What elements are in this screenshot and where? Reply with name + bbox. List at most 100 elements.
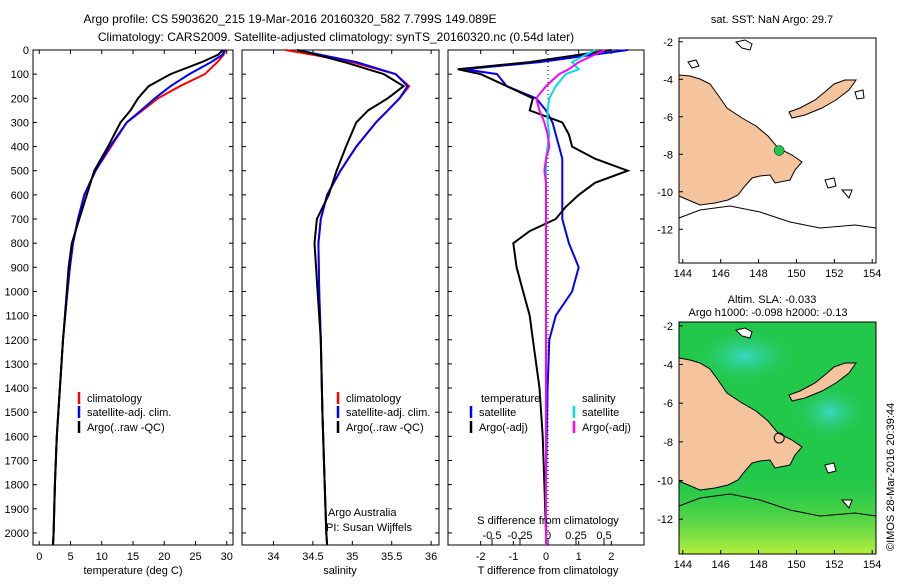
argo-location-marker	[773, 145, 785, 156]
sla-map: Altim. SLA: -0.033 Argo h1000: -0.098 h2…	[657, 294, 881, 571]
australia-coast	[678, 205, 877, 229]
legend-satellite-label: satellite-adj. clim.	[87, 407, 171, 419]
header-line2: Climatology: CARS2009. Satellite-adjuste…	[98, 30, 574, 44]
map-x-tick-label: 144	[674, 559, 692, 571]
y-tick-label: 1200	[5, 335, 29, 347]
x-tick-label: 10	[96, 551, 108, 563]
x-tick-label: 30	[221, 551, 233, 563]
temperature-legend: climatology satellite-adj. clim. Argo(..…	[77, 392, 171, 434]
map-x-tick-label: 154	[863, 268, 881, 280]
series-line-climatology	[52, 49, 227, 546]
y-tick-label: 1900	[5, 504, 29, 516]
map-y-tick-label: -10	[657, 187, 673, 199]
s-tick-label: -0.5	[483, 530, 502, 542]
x-tick-label: 34	[267, 551, 279, 563]
salinity-xlabel: salinity	[323, 565, 357, 577]
sla-map-title1: Altim. SLA: -0.033	[728, 294, 817, 306]
y-tick-label: 1300	[5, 359, 29, 371]
map-y-tick-label: -12	[657, 224, 673, 236]
legend-climatology-label: climatology	[87, 393, 143, 405]
series-line-satellite-adj-clim	[297, 49, 409, 546]
x-tick-label: 36	[425, 551, 437, 563]
y-tick-label: 1500	[5, 407, 29, 419]
difference-panel: -2 -1 0 1 2 -0.5 -0.25 0 0.25 0.5 S difference f…	[447, 49, 645, 577]
s-tick-label: 0	[545, 530, 551, 542]
map-x-tick-label: 146	[711, 559, 729, 571]
y-tick-label: 100	[11, 69, 29, 81]
x-tick-label: -1	[508, 551, 518, 563]
salinity-legend: climatology satellite-adj. clim. Argo(..…	[336, 392, 430, 434]
y-tick-label: 900	[11, 262, 29, 274]
legend-salinity-title: salinity	[582, 393, 616, 405]
x-tick-label: 25	[189, 551, 201, 563]
y-tick-label: 500	[11, 166, 29, 178]
map-x-tick-label: 154	[863, 559, 881, 571]
small-islands	[687, 39, 865, 199]
series-line-temperature-argo-adj	[457, 49, 631, 545]
map-x-tick-label: 144	[674, 268, 692, 280]
credit-argo-australia: Argo Australia	[328, 507, 397, 519]
y-tick-label: 600	[11, 190, 29, 202]
salinity-axes-frame	[241, 49, 440, 546]
x-tick-label: 0	[543, 551, 549, 563]
imos-footer: ©IMOS 28-Mar-2016 20:39:44	[885, 403, 897, 551]
map-x-tick-label: 152	[825, 268, 843, 280]
map-x-tick-label: 146	[711, 268, 729, 280]
legend-temperature-title: temperature	[481, 393, 540, 405]
y-tick-label: 1000	[5, 286, 29, 298]
x-tick-label: 15	[127, 551, 139, 563]
y-tick-label: 700	[11, 214, 29, 226]
australia-coast	[678, 493, 877, 517]
land-mass	[678, 39, 877, 229]
sla-high-anomaly	[690, 326, 800, 386]
temperature-panel: 0100200300400500600700800900100011001200…	[5, 45, 234, 577]
legend-climatology-label: climatology	[346, 393, 402, 405]
series-line-satellite-adj-clim	[52, 49, 226, 546]
difference-legend: temperature satellite Argo(-adj) salinit…	[469, 393, 631, 434]
y-tick-label: 1800	[5, 480, 29, 492]
x-tick-label: 35.5	[381, 551, 402, 563]
y-tick-label: 400	[11, 142, 29, 154]
sst-map-title: sat. SST: NaN Argo: 29.7	[711, 14, 833, 26]
temperature-xlabel: temperature (deg C)	[83, 565, 182, 577]
small-islands	[735, 327, 853, 509]
y-tick-label: 800	[11, 238, 29, 250]
legend-temp-satellite-label: satellite	[479, 407, 516, 419]
series-line-argo-raw-qc	[296, 49, 406, 546]
sla-map-frame	[678, 321, 877, 555]
legend-sal-argo-label: Argo(-adj)	[582, 422, 631, 434]
map-y-tick-label: -6	[663, 398, 673, 410]
series-line-climatology	[285, 49, 411, 546]
map-y-tick-label: -8	[663, 437, 673, 449]
map-y-tick-label: -6	[663, 112, 673, 124]
new-britain-land	[788, 362, 857, 402]
x-tick-label: -2	[476, 551, 486, 563]
new-guinea-land	[678, 357, 803, 491]
difference-xlabel-top: S difference from climatology	[477, 515, 619, 527]
legend-argo-label: Argo(..raw -QC)	[346, 422, 424, 434]
x-tick-label: 0	[36, 551, 42, 563]
y-tick-label: 300	[11, 117, 29, 129]
sst-map: sat. SST: NaN Argo: 29.7 144 146 148 150 152…	[657, 14, 881, 280]
y-tick-label: 200	[11, 93, 29, 105]
legend-satellite-label: satellite-adj. clim.	[346, 407, 430, 419]
y-tick-label: 1400	[5, 383, 29, 395]
s-tick-label: 0.5	[596, 530, 611, 542]
y-tick-label: 0	[23, 45, 29, 57]
map-y-tick-label: -10	[657, 476, 673, 488]
series-line-salinity-argo-adj	[535, 49, 606, 545]
salinity-panel: 34 34.5 35 35.5 36 salinity climatology sate…	[241, 49, 440, 577]
map-y-tick-label: -12	[657, 514, 673, 526]
map-x-tick-label: 148	[749, 559, 767, 571]
map-x-tick-label: 152	[825, 559, 843, 571]
x-tick-label: 34.5	[302, 551, 323, 563]
sla-map-title2: Argo h1000: -0.098 h2000: -0.13	[688, 307, 847, 319]
y-tick-label: 1100	[5, 311, 29, 323]
header-line1: Argo profile: CS 5903620_215 19-Mar-2016…	[84, 12, 497, 26]
x-tick-label: 20	[158, 551, 170, 563]
y-tick-label: 1600	[5, 431, 29, 443]
difference-xlabel: T difference from climatology	[478, 565, 619, 577]
map-x-tick-label: 150	[787, 559, 805, 571]
s-tick-label: -0.25	[507, 530, 532, 542]
